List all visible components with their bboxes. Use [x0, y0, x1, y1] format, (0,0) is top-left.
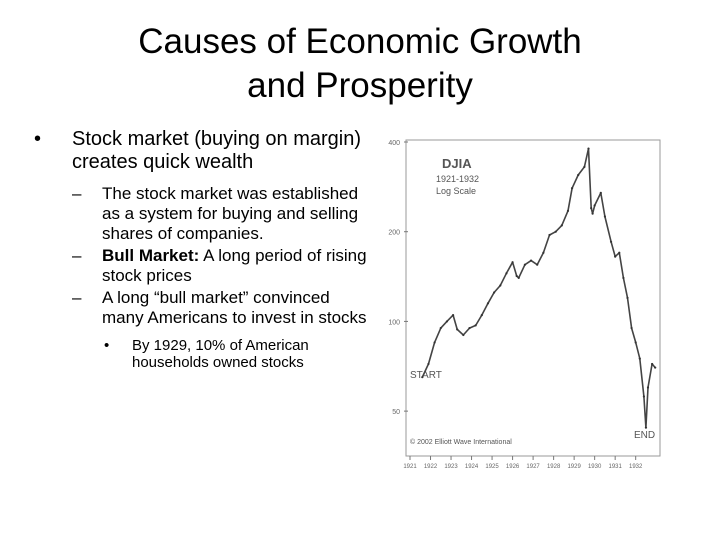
djia-data-point: [590, 207, 593, 210]
djia-data-point: [542, 251, 545, 254]
dash-marker: –: [72, 246, 82, 265]
djia-data-point: [499, 284, 502, 287]
y-tick-label: 200: [388, 230, 400, 237]
djia-data-point: [523, 263, 526, 266]
x-tick-label: 1927: [526, 464, 540, 470]
djia-data-point: [591, 212, 594, 215]
djia-data-point: [570, 187, 574, 190]
djia-series-line: [421, 147, 656, 429]
djia-data-point: [622, 276, 625, 279]
djia-series-points: [421, 147, 657, 429]
djia-data-point: [511, 261, 514, 264]
slide-title: Causes of Economic Growth and Prosperity: [60, 20, 660, 108]
bullet-sub-3: – A long “bull market” convinced many Am…: [28, 288, 368, 328]
djia-data-point: [505, 272, 508, 275]
djia-data-point: [421, 376, 424, 379]
chart-frame: [405, 139, 661, 457]
copyright-note: © 2002 Elliott Wave International: [410, 438, 512, 446]
djia-data-point: [583, 165, 586, 168]
chart-scale-note: Log Scale: [436, 186, 476, 196]
y-axis: 400 200 100 50: [388, 140, 408, 416]
djia-data-point: [493, 291, 496, 294]
djia-data-point: [646, 386, 650, 389]
djia-data-point: [603, 215, 607, 218]
djia-data-point: [536, 263, 539, 266]
bullet-sub-2-text: A long period of rising stock prices: [102, 246, 367, 285]
bullet-sub-1: – The stock market was established as a …: [28, 184, 368, 244]
title-line-1: Causes of Economic Growth: [138, 22, 582, 61]
djia-data-point: [462, 333, 465, 337]
djia-data-point: [630, 326, 633, 330]
x-tick-label: 1921: [403, 464, 417, 470]
dash-marker: –: [72, 288, 82, 307]
djia-data-point: [644, 426, 648, 429]
djia-data-point: [651, 362, 654, 366]
x-tick-label: 1925: [485, 464, 499, 470]
djia-data-point: [566, 209, 570, 212]
x-tick-label: 1928: [547, 464, 561, 470]
x-tick-label: 1924: [465, 464, 479, 470]
djia-data-point: [439, 326, 442, 330]
djia-chart: 400 200 100 50 1921 1922 1923 1924 1925 1926 1927…: [388, 139, 661, 470]
y-tick-label: 50: [392, 409, 400, 416]
djia-data-point: [560, 224, 563, 227]
chart-title: DJIA: [442, 156, 472, 171]
djia-data-point: [618, 251, 621, 254]
bullet-list: • Stock market (buying on margin) create…: [28, 128, 368, 371]
djia-data-point: [529, 259, 533, 262]
x-tick-label: 1926: [506, 464, 520, 470]
djia-data-point: [474, 324, 477, 327]
dash-marker: –: [72, 184, 82, 203]
x-tick-label: 1922: [424, 464, 438, 470]
bullet-subsub-1: • By 1929, 10% of American households ow…: [28, 337, 368, 371]
djia-data-point: [634, 341, 637, 344]
djia-data-point: [445, 320, 449, 323]
djia-data-point: [433, 341, 436, 344]
djia-data-point: [468, 326, 471, 330]
djia-data-point: [427, 362, 430, 366]
djia-data-point: [642, 395, 645, 398]
djia-data-point: [515, 274, 518, 278]
djia-data-point: [577, 173, 580, 177]
x-tick-label: 1923: [444, 464, 458, 470]
y-tick-label: 400: [388, 140, 400, 147]
djia-data-point: [451, 313, 455, 317]
bullet-marker: •: [104, 337, 110, 354]
x-tick-label: 1931: [608, 464, 622, 470]
djia-data-point: [486, 302, 490, 305]
djia-data-point: [609, 240, 613, 243]
bullet-main: • Stock market (buying on margin) create…: [28, 128, 368, 174]
djia-data-point: [593, 204, 596, 207]
bullet-sub-2: – Bull Market: A long period of rising s…: [28, 246, 368, 286]
djia-data-point: [626, 296, 629, 299]
djia-data-point: [638, 357, 641, 360]
x-tick-label: 1929: [567, 464, 581, 470]
end-label: END: [634, 430, 655, 441]
djia-data-point: [554, 230, 557, 233]
y-tick-label: 100: [388, 319, 400, 326]
bullet-sub-3-text: A long “bull market” convinced many Amer…: [102, 288, 367, 327]
bull-market-term: Bull Market:: [102, 246, 200, 265]
bullet-main-text: Stock market (buying on margin) creates …: [72, 128, 362, 173]
djia-data-point: [599, 191, 602, 194]
start-label: START: [410, 370, 442, 381]
djia-data-point: [480, 313, 483, 317]
bullet-subsub-1-text: By 1929, 10% of American households owne…: [132, 337, 309, 371]
title-line-2: and Prosperity: [247, 66, 473, 105]
djia-data-point: [654, 366, 657, 369]
djia-data-point: [456, 328, 459, 331]
djia-data-point: [517, 276, 520, 279]
djia-data-point: [587, 147, 590, 150]
x-tick-label: 1930: [588, 464, 602, 470]
djia-data-point: [614, 255, 617, 258]
bullet-sub-1-text: The stock market was established as a sy…: [102, 184, 359, 243]
djia-data-point: [548, 233, 551, 237]
x-tick-label: 1932: [629, 464, 643, 470]
x-axis: 1921 1922 1923 1924 1925 1926 1927 1928 1929 1930…: [403, 456, 643, 470]
chart-subtitle: 1921-1932: [436, 174, 479, 184]
bullet-marker: •: [34, 128, 42, 150]
